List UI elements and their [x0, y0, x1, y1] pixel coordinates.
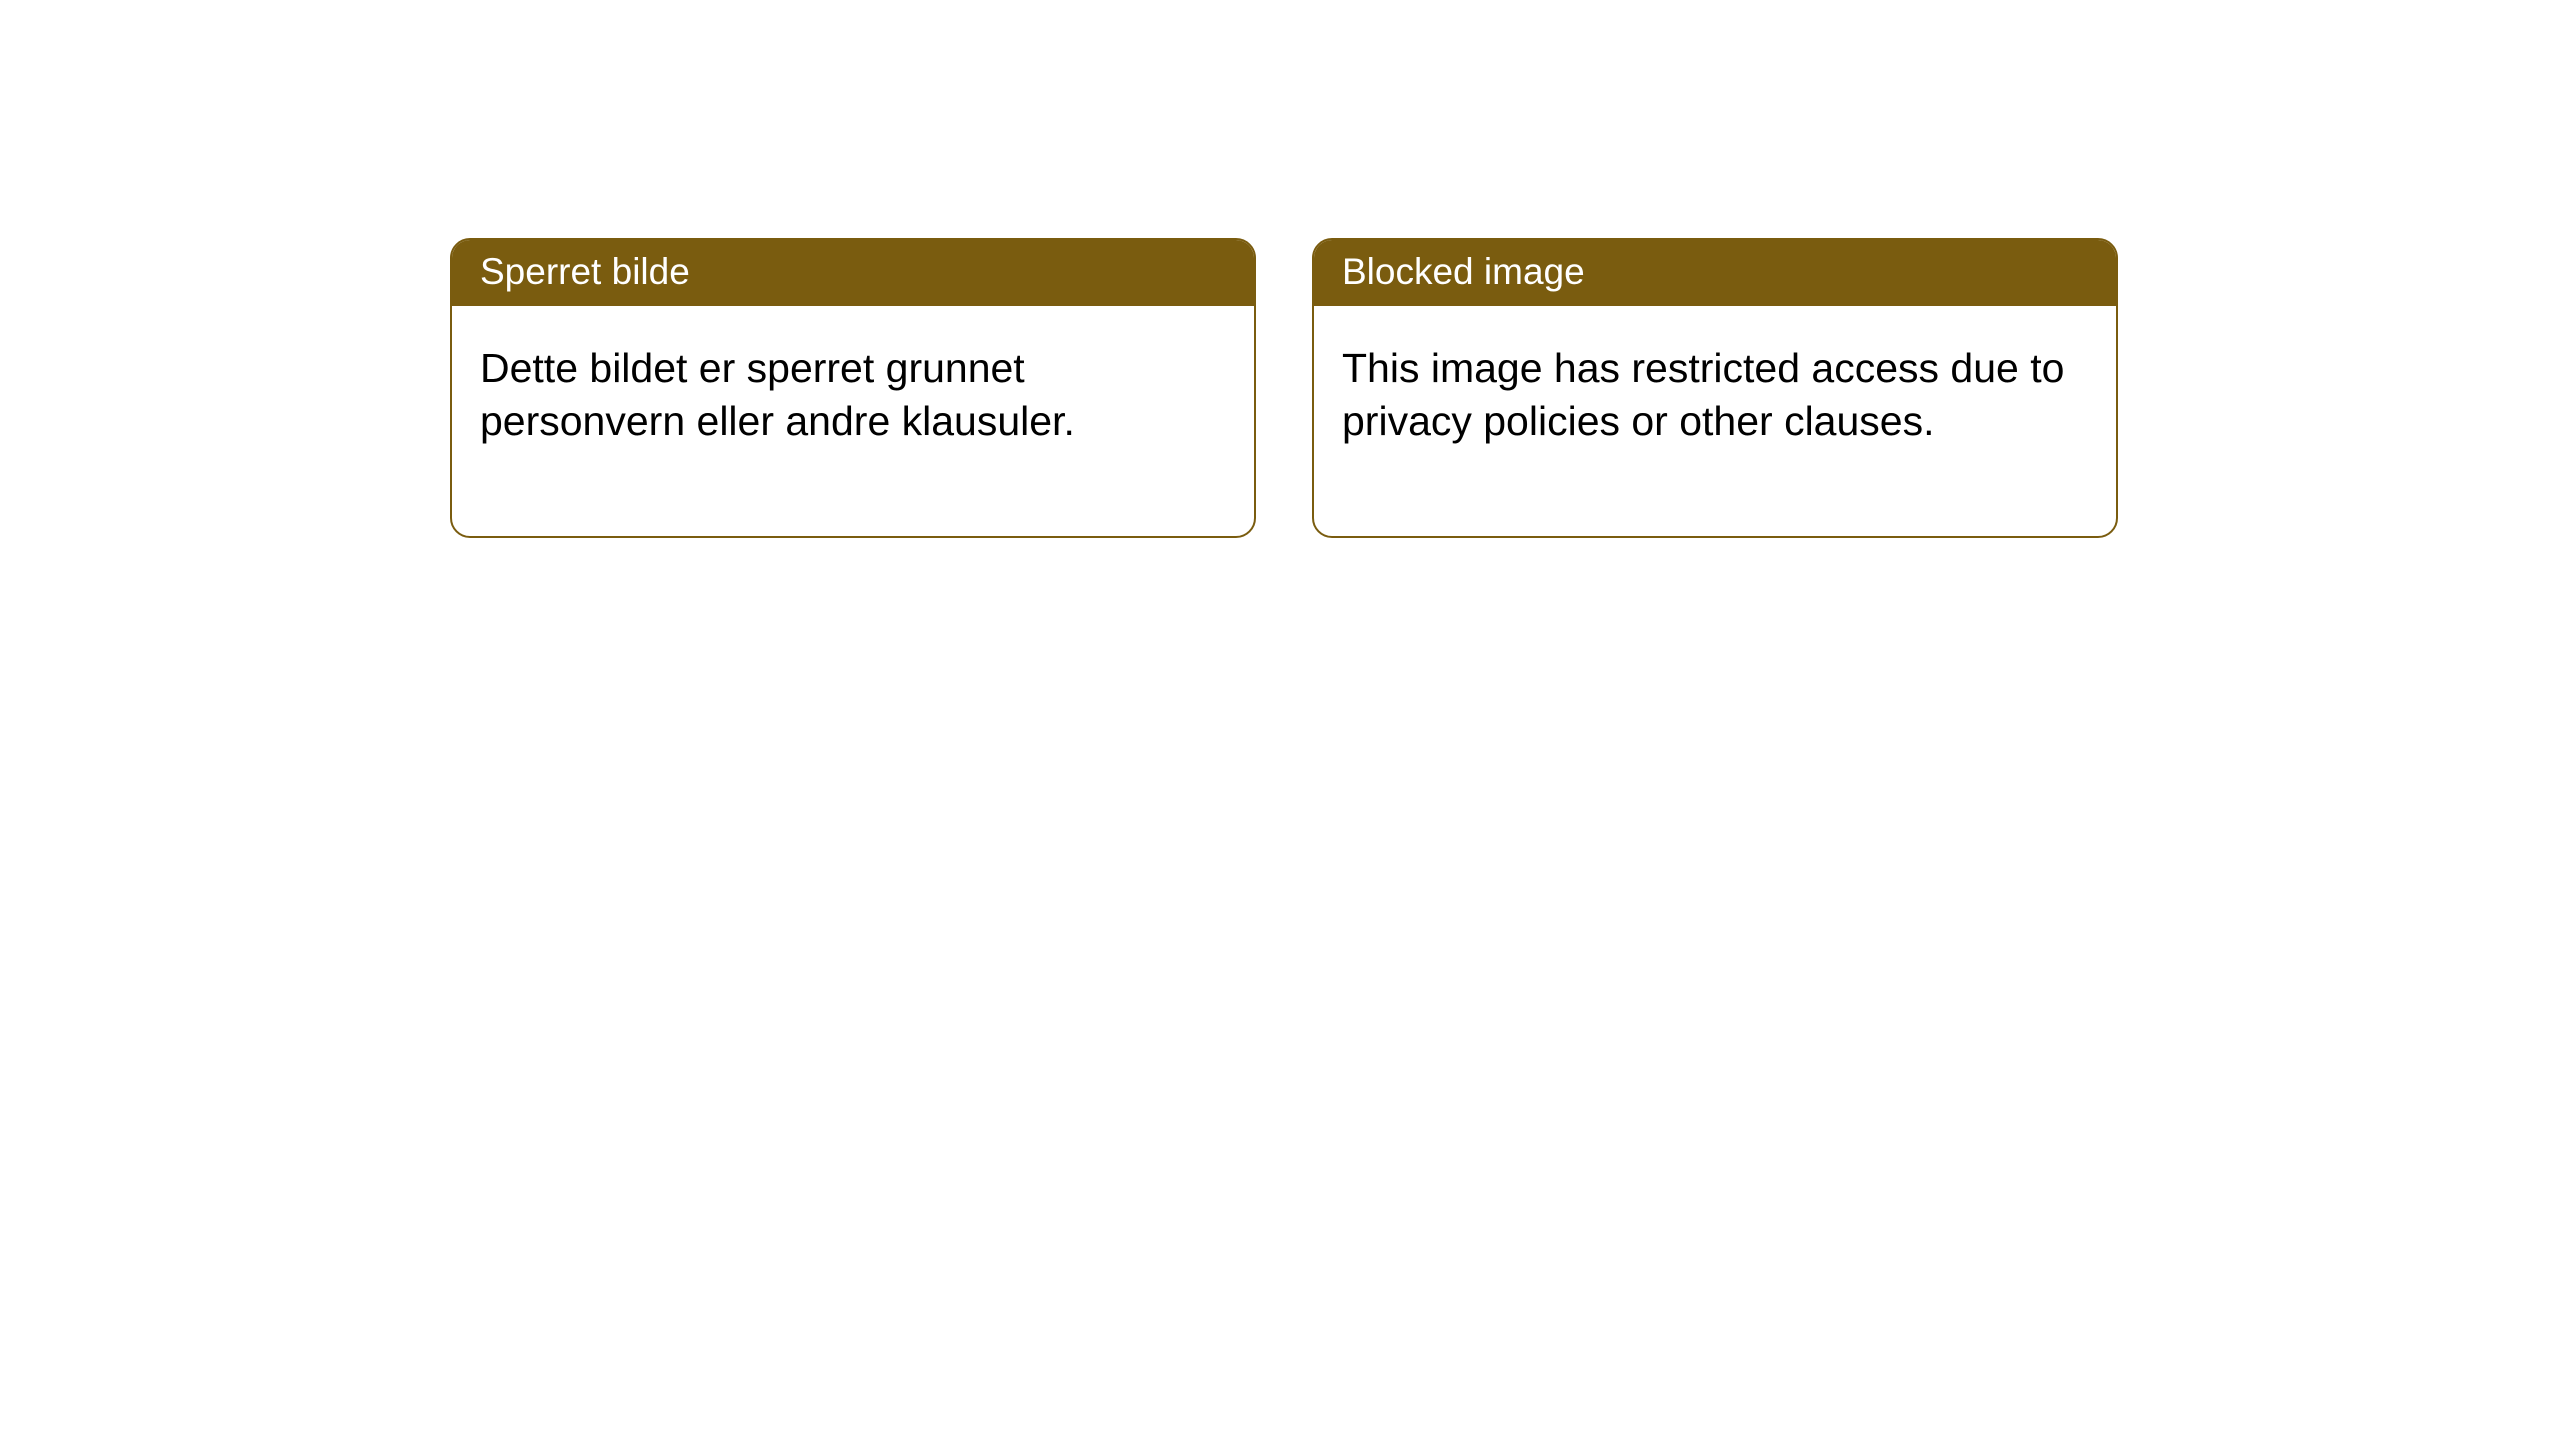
card-body: Dette bildet er sperret grunnet personve…: [452, 306, 1254, 536]
card-header: Blocked image: [1314, 240, 2116, 306]
card-header: Sperret bilde: [452, 240, 1254, 306]
card-body: This image has restricted access due to …: [1314, 306, 2116, 536]
notice-container: Sperret bilde Dette bildet er sperret gr…: [0, 0, 2560, 538]
blocked-image-card-en: Blocked image This image has restricted …: [1312, 238, 2118, 538]
blocked-image-card-no: Sperret bilde Dette bildet er sperret gr…: [450, 238, 1256, 538]
